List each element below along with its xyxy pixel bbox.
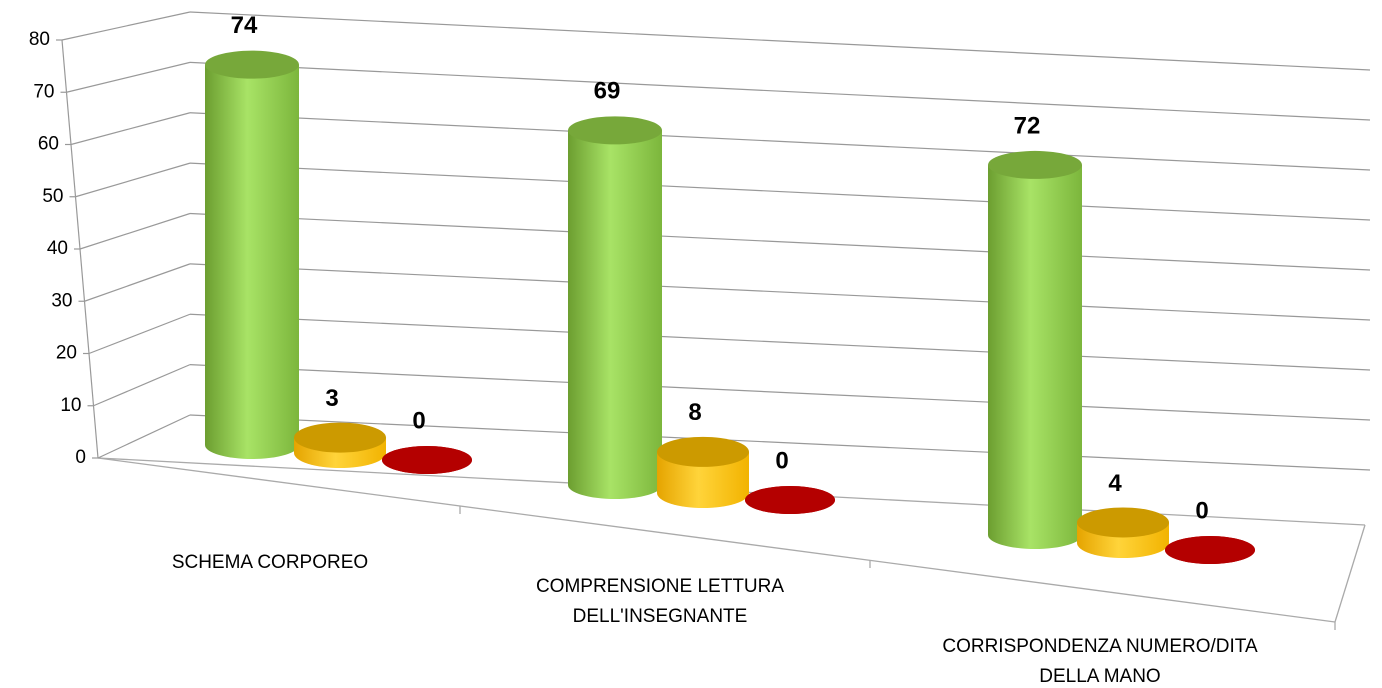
grid-line [189, 112, 1371, 171]
grid-line [189, 414, 1371, 471]
grid-line [61, 11, 191, 41]
bar-top [382, 446, 472, 474]
grid-line [97, 414, 191, 459]
grid-line [79, 212, 191, 250]
x-tick-label: SCHEMA CORPOREO [171, 552, 369, 573]
bar [568, 130, 662, 485]
data-label: 8 [688, 399, 701, 426]
data-label: 72 [1014, 112, 1041, 139]
data-label: 69 [594, 78, 621, 105]
grid-line [75, 162, 191, 198]
grid-line [189, 263, 1371, 321]
bar-top [657, 436, 749, 467]
grid-line [189, 162, 1371, 221]
y-tick-label: 10 [60, 395, 81, 416]
grid-line [70, 112, 191, 146]
data-label: 74 [231, 12, 258, 39]
y-tick-label: 70 [33, 81, 54, 102]
data-label: 0 [1195, 497, 1208, 524]
grid-line [189, 11, 1371, 71]
grid-line [88, 313, 191, 355]
y-axis [61, 39, 99, 459]
grid-line [189, 364, 1371, 421]
y-tick-label: 20 [56, 343, 77, 364]
data-label: 3 [325, 385, 338, 412]
y-tick-label: 60 [38, 134, 59, 155]
y-tick-label: 0 [75, 447, 86, 468]
data-label: 0 [775, 447, 788, 474]
grid-line [189, 61, 1371, 121]
grid-line [66, 61, 191, 93]
x-tick-label: COMPRENSIONE LETTURA DELL'INSEGNANTE [535, 576, 785, 627]
bar [988, 164, 1082, 536]
grid-line [84, 263, 191, 302]
bar-top [568, 116, 662, 145]
bar-top [1077, 507, 1169, 538]
data-label: 4 [1108, 470, 1122, 497]
y-tick-label: 40 [47, 238, 68, 259]
floor-edge [97, 457, 1336, 623]
x-tick-label: CORRISPONDENZA NUMERO/DITA DELLA MANO [942, 636, 1258, 687]
bar-top [745, 486, 835, 514]
bar-top [988, 150, 1082, 179]
data-label: 0 [412, 407, 425, 434]
bar-top [294, 422, 386, 453]
grid-line [189, 212, 1371, 271]
y-tick-label: 30 [51, 290, 72, 311]
bar [205, 64, 299, 445]
y-tick-label: 50 [42, 186, 63, 207]
floor-edge [1334, 524, 1366, 623]
grid-line [93, 364, 191, 407]
bar-top [1165, 536, 1255, 564]
grid-line [189, 313, 1371, 371]
y-tick-label: 80 [29, 29, 50, 50]
bar-top [205, 50, 299, 79]
